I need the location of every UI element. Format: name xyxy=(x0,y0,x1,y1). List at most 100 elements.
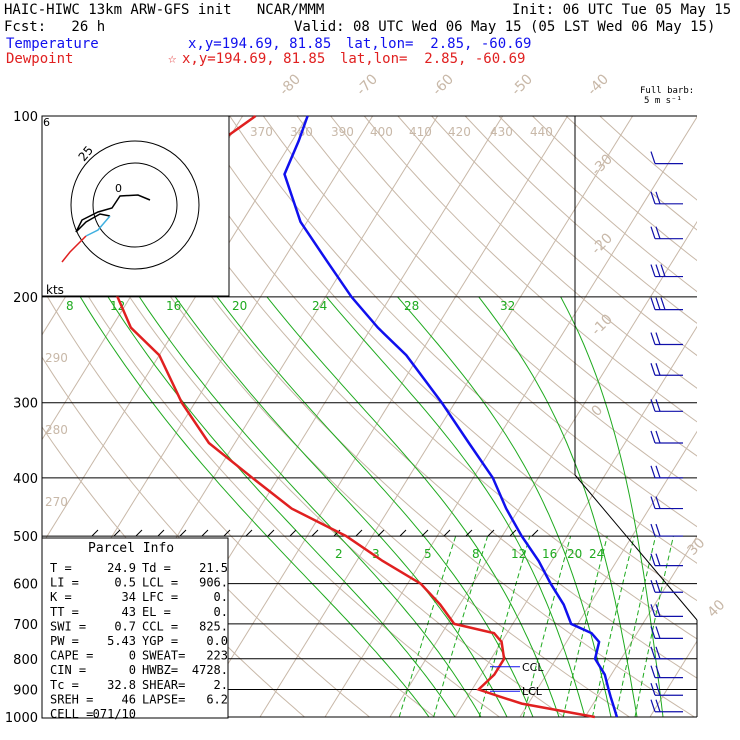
mixing-ratio-label: 16 xyxy=(542,547,557,561)
parcel-info-key: HWBZ= xyxy=(142,663,178,677)
dewpoint-marker-icon: ☆ xyxy=(168,51,177,67)
parcel-info-value: 6.2 xyxy=(206,692,228,706)
level-hatch xyxy=(157,529,165,537)
wind-barb-flag xyxy=(650,430,656,444)
hodograph-ring-outer xyxy=(70,140,200,270)
wind-barb-flag xyxy=(655,191,661,205)
parcel-info-key: LFC = xyxy=(142,590,178,604)
parcel-info-value: 5.43 xyxy=(107,634,136,648)
pressure-tick-label: 400 xyxy=(13,472,38,487)
mixing-ratio-line xyxy=(562,535,608,717)
temperature-profile xyxy=(283,115,619,718)
isotherm-line xyxy=(649,640,697,717)
pressure-tick-label: 200 xyxy=(13,291,38,306)
parcel-info-value: 0.7 xyxy=(114,619,136,633)
dry-adiabat-line xyxy=(330,116,697,457)
parcel-info-key: CELL = xyxy=(50,707,93,721)
dry-adiabat-line xyxy=(532,116,697,262)
dewpoint-latlon: lat,lon= 2.85, -60.69 xyxy=(340,51,526,67)
parcel-info-value: 46 xyxy=(122,692,136,706)
moist-adiabat-line xyxy=(216,296,534,717)
wind-barb-flag xyxy=(650,523,656,537)
pressure-tick-label: 100 xyxy=(13,110,38,125)
parcel-info-value: 0. xyxy=(214,590,228,604)
dry-adiabat-line xyxy=(161,116,697,640)
wind-barb-flag xyxy=(650,332,656,345)
hodograph-center-label: 0 xyxy=(115,182,122,195)
wind-barb-flag xyxy=(650,580,656,593)
parcel-info-title: Parcel Info xyxy=(88,541,174,556)
mixing-ratio-label: 32 xyxy=(500,299,515,313)
wind-barb-flag xyxy=(655,363,661,376)
isotherm-line xyxy=(194,116,569,717)
wind-barb-flag xyxy=(650,626,656,639)
wind-barb-flag xyxy=(650,264,656,277)
hodograph-trace-low xyxy=(61,235,87,263)
dry-adiabat-line xyxy=(42,216,500,717)
level-hatch xyxy=(91,529,99,537)
hodograph-trace-mid xyxy=(85,215,111,237)
hodograph-ring-inner xyxy=(92,162,178,248)
parcel-info-key: K = xyxy=(50,590,72,604)
wind-barb-flag xyxy=(650,683,656,696)
temperature-xy: x,y=194.69, 81.85 xyxy=(188,36,332,52)
parcel-info-key: SWI = xyxy=(50,619,86,633)
wind-barb-flag xyxy=(650,151,656,164)
mixing-ratio-label: 20 xyxy=(232,299,247,313)
parcel-info-value: 24.9 xyxy=(107,561,136,575)
isotherm-label: -60 xyxy=(430,71,457,98)
wind-barb-flag xyxy=(650,226,656,239)
dry-adiabat-line xyxy=(195,116,697,602)
wind-barb-flag xyxy=(655,264,661,277)
level-hatch xyxy=(267,529,275,537)
parcel-info-value: 0 xyxy=(129,649,136,663)
dry-adiabat-line xyxy=(229,116,697,564)
temperature-latlon: lat,lon= 2.85, -60.69 xyxy=(346,36,532,52)
theta-label: 420 xyxy=(448,125,471,139)
theta-label: 290 xyxy=(45,351,68,365)
parcel-info-value: 0.0 xyxy=(206,634,228,648)
parcel-info-value: 4728. xyxy=(192,663,228,677)
level-hatch xyxy=(179,529,187,537)
dry-adiabat-line xyxy=(128,116,697,679)
wind-barb-flag xyxy=(655,646,661,659)
isotherm-label: -40 xyxy=(585,71,612,98)
level-hatch xyxy=(223,529,231,537)
wind-barb-flag xyxy=(655,580,661,593)
wind-barb-flag xyxy=(650,646,656,659)
wind-barb-flag xyxy=(655,683,661,696)
level-hatch xyxy=(465,529,473,537)
parcel-info-value: 906. xyxy=(199,576,228,590)
wind-barb-flag xyxy=(655,297,661,310)
theta-label: 270 xyxy=(45,495,68,509)
mixing-ratio-label: 24 xyxy=(312,299,327,313)
wind-barb-flag xyxy=(655,699,661,712)
mixing-ratio-label: 12 xyxy=(511,547,526,561)
dewpoint-legend: Dewpoint xyxy=(6,51,74,67)
isotherm-label: 40 xyxy=(705,597,729,621)
wind-barb-flag xyxy=(650,496,656,509)
mixing-ratio-line xyxy=(522,535,572,717)
parcel-info-key: LAPSE= xyxy=(142,692,185,706)
level-hatch xyxy=(399,529,407,537)
level-hatch xyxy=(113,529,121,537)
parcel-info-value: 825. xyxy=(199,619,228,633)
parcel-info-key: T = xyxy=(50,561,72,575)
wind-barb-flag xyxy=(655,399,661,412)
parcel-info-key: CAPE = xyxy=(50,649,93,663)
parcel-info-value: 21.5 xyxy=(199,561,228,575)
dry-adiabat-line xyxy=(61,116,630,717)
level-hatch xyxy=(289,529,297,537)
parcel-info-value: 0. xyxy=(214,605,228,619)
hodograph-corner-label: 6 xyxy=(43,116,50,129)
model-title: HAIC-HIWC 13km ARW-GFS init NCAR/MMM xyxy=(4,2,325,18)
level-hatch xyxy=(487,529,495,537)
level-hatch xyxy=(509,529,517,537)
mixing-ratio-line xyxy=(634,535,674,717)
theta-label: 370 xyxy=(250,125,273,139)
pressure-tick-label: 500 xyxy=(13,530,38,545)
parcel-info-key: SHEAR= xyxy=(142,678,185,692)
mixing-ratio-label: 28 xyxy=(404,299,419,313)
theta-label: 280 xyxy=(45,423,68,437)
isotherm-line xyxy=(715,116,740,717)
